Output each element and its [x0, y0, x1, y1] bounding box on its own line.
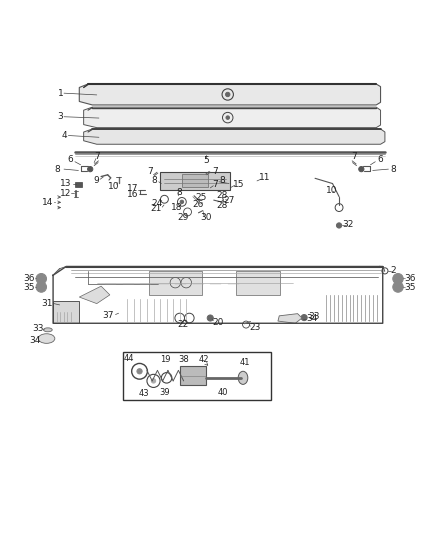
Text: 33: 33 — [308, 312, 320, 321]
Circle shape — [393, 282, 403, 292]
Bar — [182, 174, 208, 188]
Text: 28: 28 — [217, 201, 228, 210]
Polygon shape — [84, 107, 381, 128]
Text: 30: 30 — [200, 213, 212, 222]
Text: 6: 6 — [68, 156, 74, 165]
Text: 13: 13 — [60, 180, 71, 189]
Circle shape — [359, 166, 364, 172]
Text: 17: 17 — [127, 184, 139, 193]
Text: 35: 35 — [404, 282, 416, 292]
Ellipse shape — [238, 372, 248, 384]
Bar — [149, 271, 201, 295]
Text: 34: 34 — [29, 336, 40, 345]
Text: 40: 40 — [218, 387, 229, 397]
Polygon shape — [79, 84, 381, 105]
Text: 7: 7 — [148, 167, 153, 176]
Text: 7: 7 — [212, 180, 218, 189]
Text: 8: 8 — [219, 176, 226, 185]
Text: 8: 8 — [391, 165, 396, 174]
Circle shape — [151, 379, 155, 383]
Circle shape — [36, 273, 46, 284]
Text: 7: 7 — [212, 167, 218, 176]
Text: 8: 8 — [176, 188, 182, 197]
Text: 19: 19 — [160, 354, 171, 364]
Text: 39: 39 — [159, 387, 170, 397]
Text: 8: 8 — [55, 165, 60, 174]
Text: 41: 41 — [240, 358, 251, 367]
Text: 31: 31 — [41, 299, 53, 308]
Text: 22: 22 — [177, 320, 189, 329]
Bar — [180, 366, 206, 385]
Bar — [75, 182, 82, 187]
Text: 5: 5 — [203, 156, 209, 165]
Circle shape — [226, 116, 230, 119]
Text: 36: 36 — [404, 274, 416, 283]
Text: 35: 35 — [23, 282, 35, 292]
Circle shape — [180, 200, 184, 204]
Text: 36: 36 — [23, 274, 35, 283]
Text: 26: 26 — [192, 200, 204, 209]
Text: 28: 28 — [217, 191, 228, 200]
Text: 24: 24 — [152, 199, 162, 208]
Text: 27: 27 — [224, 196, 235, 205]
Text: 15: 15 — [233, 180, 244, 189]
Text: 10: 10 — [108, 182, 119, 191]
Text: 8: 8 — [152, 176, 157, 185]
Text: 4: 4 — [62, 131, 67, 140]
Text: 14: 14 — [42, 198, 53, 207]
Text: 1: 1 — [57, 88, 63, 98]
Text: 42: 42 — [198, 354, 209, 364]
Text: 6: 6 — [378, 156, 383, 165]
Circle shape — [226, 92, 230, 96]
Bar — [160, 172, 230, 190]
Text: 18: 18 — [170, 203, 182, 212]
Text: 33: 33 — [32, 324, 43, 333]
Text: 12: 12 — [60, 189, 71, 198]
Circle shape — [36, 282, 46, 292]
Ellipse shape — [43, 328, 52, 332]
Circle shape — [207, 315, 213, 321]
Polygon shape — [79, 286, 110, 304]
Circle shape — [336, 223, 342, 228]
Text: 2: 2 — [390, 266, 396, 276]
Text: 29: 29 — [177, 213, 189, 222]
Bar — [237, 271, 280, 295]
Text: 20: 20 — [212, 318, 223, 327]
Text: 37: 37 — [102, 311, 114, 320]
Text: 9: 9 — [93, 175, 99, 184]
Text: 7: 7 — [94, 152, 99, 161]
Circle shape — [301, 314, 307, 321]
Polygon shape — [84, 129, 385, 144]
Text: 25: 25 — [196, 193, 207, 203]
Text: 3: 3 — [57, 112, 63, 121]
Text: 10: 10 — [325, 187, 337, 196]
Text: 7: 7 — [351, 152, 357, 161]
Text: 32: 32 — [342, 220, 353, 229]
Circle shape — [88, 166, 93, 172]
Circle shape — [393, 273, 403, 284]
Bar — [123, 352, 272, 400]
Text: 44: 44 — [124, 354, 134, 362]
Ellipse shape — [38, 334, 55, 343]
Text: 21: 21 — [150, 204, 161, 213]
Text: 34: 34 — [306, 314, 317, 324]
Circle shape — [137, 369, 142, 374]
Text: 23: 23 — [249, 323, 261, 332]
Polygon shape — [278, 313, 302, 323]
Text: 43: 43 — [138, 389, 149, 398]
Bar — [53, 302, 79, 323]
Text: 16: 16 — [127, 190, 139, 199]
Text: 11: 11 — [259, 173, 270, 182]
Text: 38: 38 — [179, 354, 190, 364]
